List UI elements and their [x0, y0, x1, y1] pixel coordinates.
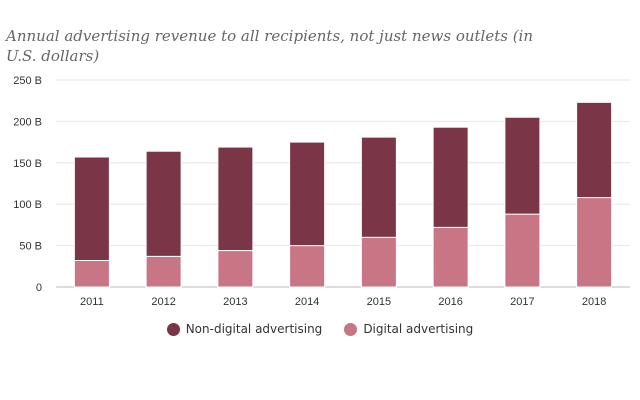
y-tick-label: 50 B — [19, 241, 42, 253]
bar-digital-2015[interactable] — [360, 236, 397, 288]
x-tick-label: 2011 — [80, 296, 104, 308]
bar-digital-2016[interactable] — [432, 226, 469, 288]
gridlines — [56, 79, 630, 288]
bar-non-digital-2017[interactable] — [504, 116, 541, 215]
legend: Non-digital advertising Digital advertis… — [0, 322, 640, 336]
legend-swatch-digital — [344, 322, 358, 336]
legend-label-digital: Digital advertising — [363, 322, 474, 336]
bar-non-digital-2018[interactable] — [576, 101, 613, 199]
legend-label-non-digital: Non-digital advertising — [185, 322, 323, 336]
bar-digital-2011[interactable] — [73, 260, 110, 288]
bars — [73, 101, 613, 288]
bar-non-digital-2013[interactable] — [217, 146, 254, 252]
y-tick-label: 250 B — [13, 75, 42, 87]
y-axis-ticks: 0 50 B 100 B 150 B 200 B 250 B — [13, 75, 42, 294]
y-tick-label: 200 B — [13, 116, 42, 128]
x-tick-label: 2017 — [510, 296, 534, 308]
bar-non-digital-2011[interactable] — [73, 156, 110, 262]
legend-item-digital[interactable]: Digital advertising — [344, 322, 473, 336]
x-tick-label: 2013 — [223, 296, 247, 308]
y-tick-label: 100 B — [13, 199, 42, 211]
bar-non-digital-2014[interactable] — [289, 141, 326, 247]
bar-digital-2012[interactable] — [145, 255, 182, 288]
y-tick-label: 150 B — [13, 158, 42, 170]
bar-non-digital-2015[interactable] — [360, 136, 397, 238]
x-tick-label: 2018 — [582, 296, 606, 308]
x-tick-label: 2016 — [438, 296, 462, 308]
y-tick-label: 0 — [36, 282, 42, 294]
chart-subtitle: Annual advertising revenue to all recipi… — [6, 27, 534, 65]
bar-digital-2014[interactable] — [289, 245, 326, 288]
x-tick-label: 2012 — [151, 296, 175, 308]
bar-non-digital-2012[interactable] — [145, 150, 182, 257]
legend-swatch-non-digital — [166, 322, 180, 336]
legend-item-non-digital[interactable]: Non-digital advertising — [166, 322, 323, 336]
bar-digital-2017[interactable] — [504, 213, 541, 288]
bar-non-digital-2016[interactable] — [432, 126, 469, 228]
x-tick-label: 2015 — [367, 296, 391, 308]
bar-digital-2018[interactable] — [576, 197, 613, 288]
x-tick-label: 2014 — [295, 296, 319, 308]
x-axis-ticks: 2011 2012 2013 2014 2015 2016 2017 2018 — [80, 296, 606, 308]
bar-digital-2013[interactable] — [217, 250, 254, 288]
